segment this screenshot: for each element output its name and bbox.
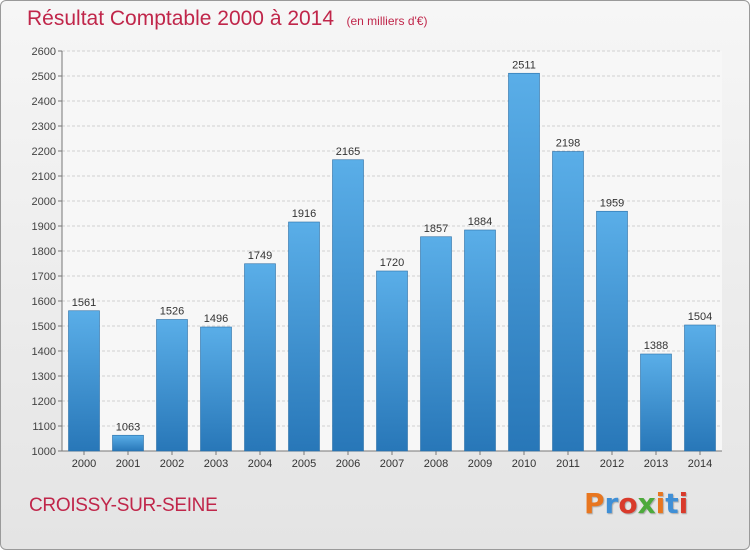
- logo-letter: i: [655, 487, 666, 520]
- bar: [200, 326, 232, 452]
- data-label: 1884: [468, 216, 492, 228]
- x-tick-label: 2008: [424, 458, 448, 470]
- data-label: 2511: [512, 59, 536, 71]
- bar: [552, 151, 584, 452]
- logo-letter: t: [665, 487, 679, 520]
- bar: [508, 72, 540, 452]
- x-tick-label: 2009: [468, 458, 492, 470]
- data-label: 1504: [688, 311, 712, 323]
- labels-layer: 1000 1100 1200 1300 1400 1500 1600 1700 1800 1900…: [32, 46, 713, 470]
- y-tick-label: 1400: [32, 346, 56, 358]
- bar: [112, 434, 144, 452]
- data-label: 1063: [116, 421, 140, 433]
- bar: [640, 353, 672, 452]
- chart-subtitle: (en milliers d'€): [346, 14, 428, 28]
- bar: [244, 263, 276, 452]
- logo-letter: P: [584, 487, 605, 520]
- y-tick-label: 1600: [32, 296, 56, 308]
- x-tick-label: 2007: [380, 458, 404, 470]
- x-tick-label: 2004: [248, 458, 272, 470]
- y-tick-label: 1800: [32, 246, 56, 258]
- y-tick-label: 1100: [32, 421, 56, 433]
- logo-letter: x: [637, 487, 656, 520]
- data-label: 1526: [160, 306, 184, 318]
- x-tick-label: 2003: [204, 458, 228, 470]
- data-label: 1749: [248, 250, 272, 262]
- y-tick-label: 2000: [32, 196, 56, 208]
- bar: [464, 229, 496, 452]
- y-tick-label: 1900: [32, 221, 56, 233]
- x-tick-label: 2010: [512, 458, 536, 470]
- y-tick-label: 2200: [32, 146, 56, 158]
- x-tick-label: 2002: [160, 458, 184, 470]
- logo-letter: r: [604, 487, 619, 520]
- logo-letter: o: [618, 487, 638, 520]
- data-label: 1561: [72, 297, 96, 309]
- bar: [156, 319, 188, 452]
- data-label: 1857: [424, 223, 448, 235]
- chart-title: Résultat Comptable 2000 à 2014: [27, 7, 335, 30]
- bars-layer: [68, 72, 716, 452]
- bar: [376, 270, 408, 452]
- y-tick-label: 1200: [32, 396, 56, 408]
- bar: [332, 159, 364, 452]
- x-tick-label: 2013: [644, 458, 668, 470]
- bar: [596, 210, 628, 452]
- city-name: CROISSY-SUR-SEINE: [29, 495, 218, 516]
- data-label: 1496: [204, 313, 228, 325]
- y-tick-label: 1300: [32, 371, 56, 383]
- x-tick-label: 2001: [116, 458, 140, 470]
- bar: [420, 236, 452, 452]
- data-label: 1720: [380, 257, 404, 269]
- x-tick-label: 2012: [600, 458, 624, 470]
- x-tick-label: 2014: [688, 458, 712, 470]
- y-tick-label: 1000: [32, 446, 56, 458]
- logo-letter: i: [678, 487, 689, 520]
- y-tick-label: 1500: [32, 321, 56, 333]
- y-tick-label: 2500: [32, 71, 56, 83]
- y-tick-label: 2600: [32, 46, 56, 58]
- x-tick-label: 2000: [72, 458, 96, 470]
- x-tick-label: 2011: [556, 458, 580, 470]
- y-tick-label: 2300: [32, 121, 56, 133]
- bar: [288, 221, 320, 452]
- data-label: 1916: [292, 208, 316, 220]
- y-tick-label: 1700: [32, 271, 56, 283]
- y-tick-label: 2100: [32, 171, 56, 183]
- bar: [68, 310, 100, 452]
- x-tick-label: 2005: [292, 458, 316, 470]
- x-tick-label: 2006: [336, 458, 360, 470]
- data-label: 2165: [336, 146, 360, 158]
- data-label: 1388: [644, 340, 668, 352]
- y-tick-label: 2400: [32, 96, 56, 108]
- data-label: 2198: [556, 138, 580, 150]
- bar: [684, 324, 716, 452]
- proxiti-logo[interactable]: Proxiti: [584, 487, 688, 520]
- data-label: 1959: [600, 197, 624, 209]
- title-row: Résultat Comptable 2000 à 2014 (en milli…: [27, 7, 427, 31]
